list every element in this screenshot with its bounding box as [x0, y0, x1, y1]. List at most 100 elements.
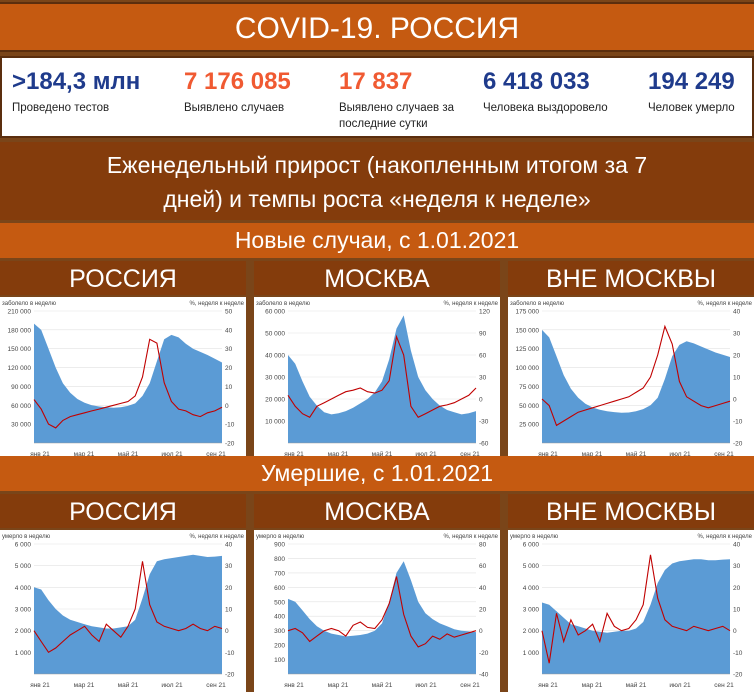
y-tick-label: 600: [274, 585, 285, 592]
y-tick-label: 30 000: [265, 375, 285, 382]
x-tick-label: июл 21: [415, 451, 437, 458]
panel-cases-outside: ВНЕ МОСКВЫ заболело в неделю %, неделя к …: [508, 261, 754, 461]
area-series: [34, 554, 222, 674]
y-tick-label: 20 000: [265, 397, 285, 404]
x-tick-label: май 21: [626, 450, 647, 458]
growth-rate-line: [541, 554, 731, 664]
x-tick-label: мар 21: [74, 682, 95, 689]
y2-tick-label: 20: [733, 353, 741, 360]
stat-recovered: 6 418 033 Человека выздоровело: [483, 68, 633, 116]
y-tick-label: 150 000: [8, 346, 32, 353]
x-tick-label: май 21: [118, 681, 139, 689]
y2-tick-label: 10: [733, 607, 741, 614]
y-tick-label: 800: [274, 556, 285, 563]
y2-tick-label: -20: [225, 441, 235, 448]
y-tick-label: 2 000: [15, 628, 32, 635]
section-title-cases: Новые случаи, с 1.01.2021: [0, 223, 754, 258]
y2-tick-label: 20: [225, 365, 233, 372]
y-tick-label: 900: [274, 542, 285, 549]
x-tick-label: сен 21: [460, 451, 480, 458]
x-tick-label: июл 21: [669, 682, 691, 689]
y2-tick-label: 0: [733, 628, 737, 635]
y-tick-label: 75 000: [519, 384, 539, 391]
y2-tick-label: -20: [733, 672, 743, 679]
x-tick-label: май 21: [372, 450, 393, 458]
y2-tick-label: 0: [479, 397, 483, 404]
y-tick-label: 3 000: [15, 607, 32, 614]
y2-tick-label: -20: [479, 650, 489, 657]
chart-deaths-outside: умерло в неделю %, неделя к неделе 1 000 2 …: [508, 530, 754, 692]
left-axis-label: заболело в неделю: [510, 301, 564, 307]
x-tick-label: мар 21: [328, 682, 349, 689]
x-tick-label: сен 21: [714, 451, 734, 458]
y-tick-label: 90 000: [11, 384, 31, 391]
stat-tests: >184,3 млн Проведено тестов: [12, 68, 172, 116]
panel-cases-moscow: МОСКВА заболело в неделю %, неделя к неде…: [254, 261, 500, 461]
y2-tick-label: 40: [225, 542, 233, 549]
y-tick-label: 2 000: [523, 628, 540, 635]
x-tick-label: сен 21: [460, 682, 480, 689]
y2-tick-label: -10: [733, 419, 743, 426]
y2-tick-label: -10: [733, 650, 743, 657]
y2-tick-label: -60: [479, 441, 489, 448]
right-axis-label: %, неделя к неделе: [697, 534, 752, 540]
y2-tick-label: 20: [733, 585, 741, 592]
growth-rate-line: [541, 324, 731, 427]
y2-tick-label: 60: [479, 563, 487, 570]
y-tick-label: 3 000: [523, 607, 540, 614]
x-tick-label: май 21: [372, 681, 393, 689]
y2-tick-label: 20: [225, 585, 233, 592]
panel-title: РОССИЯ: [0, 494, 246, 528]
y2-tick-label: 40: [733, 309, 741, 316]
x-tick-label: июл 21: [669, 451, 691, 458]
y-tick-label: 4 000: [15, 585, 32, 592]
y-tick-label: 180 000: [8, 327, 32, 334]
stat-label: Выявлено случаев: [184, 102, 285, 114]
right-axis-label: %, неделя к неделе: [189, 534, 244, 540]
x-tick-label: янв 21: [30, 451, 50, 458]
y-tick-label: 30 000: [11, 422, 31, 429]
x-tick-label: июл 21: [161, 451, 183, 458]
x-tick-label: мар 21: [74, 451, 95, 458]
x-tick-label: янв 21: [284, 682, 304, 689]
chart-svg: умерло в неделю %, неделя к неделе 1 000 2 …: [510, 534, 753, 689]
y-tick-label: 60 000: [265, 309, 285, 316]
y-tick-label: 175 000: [516, 309, 540, 316]
y-tick-label: 400: [274, 614, 285, 621]
subtitle-line-1: Еженедельный прирост (накопленным итогом…: [106, 152, 648, 178]
y-tick-label: 700: [274, 570, 285, 577]
right-axis-label: %, неделя к неделе: [697, 301, 752, 307]
x-tick-label: янв 21: [538, 682, 558, 689]
subtitle: Еженедельный прирост (накопленным итогом…: [0, 142, 754, 220]
right-axis-label: %, неделя к неделе: [443, 534, 498, 540]
x-tick-label: мар 21: [328, 451, 349, 458]
panel-title: МОСКВА: [254, 494, 500, 528]
subtitle-line-2: дней) и темпы роста «неделя к неделе»: [163, 186, 591, 212]
x-tick-label: мар 21: [582, 682, 603, 689]
x-tick-label: сен 21: [206, 451, 226, 458]
stat-value: 6 418 033: [483, 68, 590, 95]
page-title: COVID-19. РОССИЯ: [0, 2, 754, 52]
stat-cases: 7 176 085 Выявлено случаев: [184, 68, 324, 116]
stat-label: Человека выздоровело: [483, 102, 608, 114]
y-tick-label: 125 000: [516, 346, 540, 353]
y-tick-label: 50 000: [519, 403, 539, 410]
section-title-deaths: Умершие, с 1.01.2021: [0, 456, 754, 491]
right-axis-label: %, неделя к неделе: [443, 301, 498, 307]
left-axis-label: заболело в неделю: [256, 301, 310, 307]
y-tick-label: 10 000: [265, 419, 285, 426]
area-series: [542, 559, 730, 674]
y2-tick-label: 40: [225, 327, 233, 334]
growth-rate-line: [33, 338, 223, 429]
area-series: [288, 561, 476, 674]
y-tick-label: 25 000: [519, 422, 539, 429]
y2-tick-label: -20: [733, 441, 743, 448]
y2-tick-label: 0: [479, 628, 483, 635]
x-tick-label: июл 21: [161, 682, 183, 689]
y2-tick-label: -10: [225, 422, 235, 429]
left-axis-label: умерло в неделю: [2, 534, 51, 540]
y2-tick-label: 60: [479, 353, 487, 360]
y-tick-label: 4 000: [523, 585, 540, 592]
y-tick-label: 500: [274, 599, 285, 606]
